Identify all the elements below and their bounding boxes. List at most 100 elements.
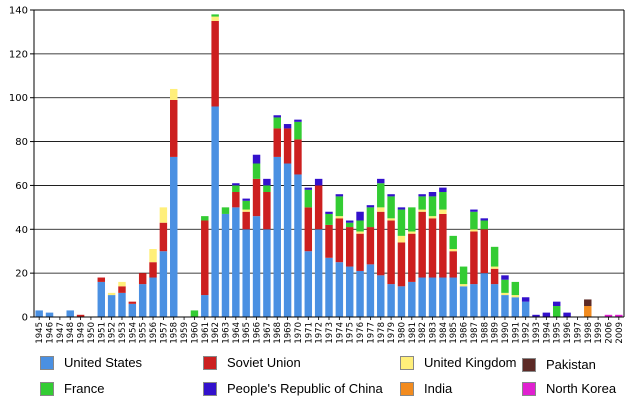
y-tick-label: 20	[15, 269, 28, 280]
bar-united-kingdom-1952	[107, 292, 116, 296]
bar-united-states-1985	[449, 277, 457, 317]
bar-united-states-1969	[283, 163, 292, 317]
bar-people-s-republic-of-china-1994	[542, 312, 551, 317]
x-tick-labels: 1945 1946 1947 1948 1949 1950 1951 1952 1953 1954…	[35, 322, 625, 344]
bar-people-s-republic-of-china-1982	[418, 194, 426, 197]
x-tick-label: 1951	[97, 322, 107, 344]
bar-france-1990	[501, 279, 509, 293]
x-tick-label: 1965	[242, 322, 252, 344]
bar-people-s-republic-of-china-1988	[480, 218, 488, 221]
x-tick-label: 1992	[522, 322, 532, 344]
bar-united-states-1988	[480, 273, 488, 317]
bar-united-states-1974	[335, 262, 344, 317]
bar-people-s-republic-of-china-1965	[242, 198, 250, 201]
bar-soviet-union-1957	[159, 222, 168, 252]
bar-people-s-republic-of-china-1987	[470, 209, 478, 212]
legend-item-united-states: United States	[40, 355, 142, 370]
bar-france-1986	[459, 266, 468, 285]
x-tick-label: 1986	[460, 322, 470, 344]
bar-north-korea-2006	[604, 314, 613, 317]
bar-soviet-union-1970	[294, 139, 302, 175]
legend-label: United Kingdom	[424, 355, 517, 370]
bar-united-states-1961	[201, 295, 209, 317]
bar-france-1989	[490, 246, 499, 267]
bar-soviet-union-1988	[480, 229, 488, 274]
bar-people-s-republic-of-china-1964	[232, 183, 240, 186]
x-tick-label: 1961	[201, 322, 211, 344]
bar-united-kingdom-1958	[170, 88, 178, 100]
legend-label: Soviet Union	[227, 355, 301, 370]
legend-swatch	[203, 355, 217, 370]
bar-united-kingdom-1984	[439, 209, 447, 214]
bar-people-s-republic-of-china-1983	[428, 192, 437, 197]
bar-united-states-1967	[263, 229, 271, 317]
bar-united-states-1945	[35, 310, 43, 317]
bar-france-1995	[552, 306, 561, 317]
bar-france-1980	[397, 209, 406, 236]
x-tick-label: 1998	[584, 322, 594, 344]
bar-france-1979	[387, 196, 395, 219]
bar-soviet-union-1949	[76, 314, 85, 317]
x-tick-label: 1952	[108, 322, 118, 344]
legend-swatch	[400, 355, 414, 370]
bar-soviet-union-1989	[490, 268, 499, 285]
bar-people-s-republic-of-china-1984	[439, 187, 447, 193]
bar-united-kingdom-1979	[387, 218, 395, 221]
bar-united-states-1978	[377, 275, 385, 317]
legend-item-united-kingdom: United Kingdom	[400, 355, 517, 370]
x-tick-label: 1991	[511, 322, 521, 344]
y-tick-label: 0	[22, 313, 28, 324]
legend-swatch	[522, 381, 536, 396]
bar-soviet-union-1966	[252, 178, 261, 217]
x-tick-label: 2009	[615, 322, 625, 344]
bar-united-states-1973	[325, 257, 333, 317]
x-tick-label: 1970	[294, 322, 304, 344]
bar-united-states-1958	[170, 156, 178, 317]
x-tick-label: 1981	[408, 322, 418, 344]
x-tick-label: 2006	[604, 322, 614, 344]
bar-people-s-republic-of-china-1993	[532, 314, 540, 317]
bar-people-s-republic-of-china-1970	[294, 119, 302, 122]
bar-united-kingdom-1989	[490, 266, 499, 269]
legend-swatch	[203, 381, 217, 396]
legend-item-india: India	[400, 381, 452, 396]
bar-france-1967	[263, 185, 271, 193]
x-tick-label: 1990	[501, 322, 511, 344]
x-tick-label: 1977	[366, 322, 376, 344]
bar-people-s-republic-of-china-1995	[552, 301, 561, 307]
legend-item-china: People's Republic of China	[203, 381, 383, 396]
bar-france-1970	[294, 121, 302, 140]
x-tick-label: 1953	[118, 322, 128, 344]
bar-united-states-1965	[242, 229, 250, 317]
x-tick-label: 1967	[263, 322, 273, 344]
bar-united-states-1982	[418, 277, 426, 317]
y-tick-label: 40	[15, 225, 28, 236]
x-tick-label: 1957	[159, 322, 169, 344]
x-tick-label: 1971	[304, 322, 314, 344]
bar-france-1965	[242, 200, 250, 210]
bar-soviet-union-1954	[128, 301, 137, 304]
legend-item-north-korea: North Korea	[522, 381, 616, 396]
bar-united-kingdom-1983	[428, 216, 437, 219]
bar-france-1976	[356, 220, 364, 232]
bar-united-kingdom-1953	[118, 281, 126, 287]
bar-soviet-union-1958	[170, 99, 178, 157]
bar-soviet-union-1955	[138, 273, 147, 285]
bar-united-kingdom-1957	[159, 207, 168, 223]
x-tick-label: 1995	[553, 322, 563, 344]
bar-united-states-1956	[149, 277, 157, 317]
legend: United States Soviet Union United Kingdo…	[0, 345, 635, 406]
bar-united-states-1962	[211, 106, 219, 317]
bar-united-states-1948	[66, 310, 74, 317]
bar-france-1983	[428, 196, 437, 217]
x-tick-label: 1972	[315, 322, 325, 344]
legend-label: North Korea	[546, 381, 617, 396]
bar-france-1978	[377, 183, 385, 208]
bar-united-states-1951	[97, 281, 106, 317]
x-tick-label: 1997	[573, 322, 583, 344]
bar-france-1968	[273, 117, 281, 129]
bar-united-states-1957	[159, 251, 168, 317]
y-tick-labels: 0 20 40 60 80 100 120 140	[9, 6, 28, 324]
bar-soviet-union-1967	[263, 192, 271, 230]
bar-united-states-1987	[470, 284, 478, 317]
